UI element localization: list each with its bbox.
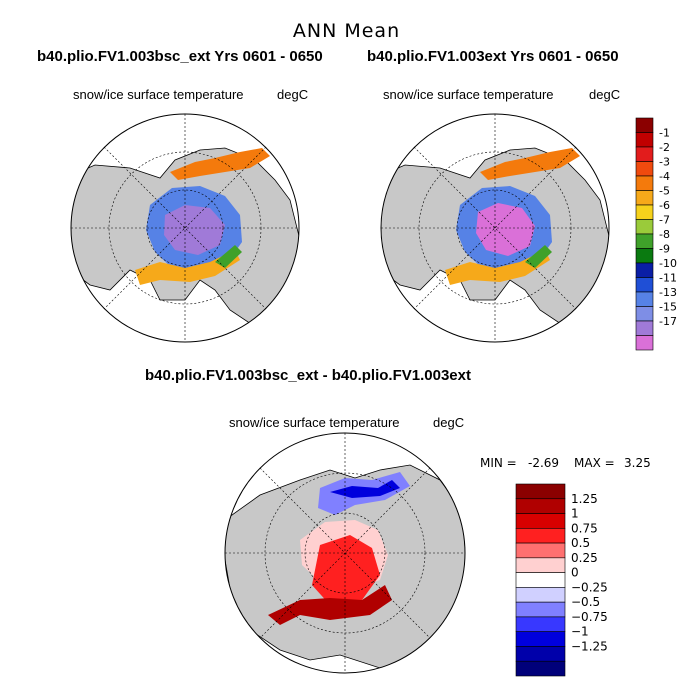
colorbar-top-tick-label: -9 <box>659 243 670 256</box>
colorbar-diff-swatch <box>515 557 566 573</box>
map-3-dark-red-region <box>268 585 392 625</box>
colorbar-top-tick-label: -10 <box>659 257 677 270</box>
colorbar-top-tick-label: -13 <box>659 286 677 299</box>
colorbar-diff-tick-label: 0.75 <box>571 521 598 535</box>
colorbar-top-swatch <box>635 233 654 249</box>
colorbar-top-swatch <box>635 146 654 162</box>
colorbar-top-tick-label: -5 <box>659 185 670 198</box>
min-value: -2.69 <box>528 456 560 470</box>
colorbar-diff-tick-label: 1.25 <box>571 492 598 506</box>
colorbar-top-swatch <box>635 132 654 148</box>
map-1-warm-band-bottom <box>135 250 240 285</box>
colorbar-top-swatch <box>635 335 654 351</box>
colorbar-diff-swatch <box>515 616 566 632</box>
colorbar-top-swatch <box>635 219 654 235</box>
colorbar-diff-swatch <box>515 587 566 603</box>
panel-1-title: b40.plio.FV1.003bsc_ext Yrs 0601 - 0650 <box>37 48 323 65</box>
colorbar-top-tick-label: -17 <box>659 315 677 328</box>
panel-1-units: degC <box>277 87 309 102</box>
colorbar-diff-swatch <box>515 660 566 677</box>
max-value: 3.25 <box>624 456 651 470</box>
colorbar-diff-swatch <box>515 601 566 618</box>
colorbar-top-tick-label: -8 <box>659 228 670 241</box>
map-2-ice-core <box>476 203 535 256</box>
map-1-green-band <box>215 245 242 268</box>
colorbar-top-swatch <box>635 190 654 206</box>
map-2-border <box>380 113 610 343</box>
min-label: MIN = <box>480 456 517 470</box>
colorbar-top-swatch <box>635 117 654 133</box>
colorbar-top-swatch <box>635 291 654 307</box>
colorbar-diff-tick-label: −1.25 <box>571 639 608 653</box>
map-2-gridlines <box>381 114 609 342</box>
colorbar-diff-swatch <box>515 483 566 500</box>
colorbar-top-tick-label: -7 <box>659 214 670 227</box>
colorbar-diff-swatch <box>515 631 566 647</box>
map-1-ice-core <box>164 205 225 255</box>
map-2-green-band <box>525 245 552 268</box>
colorbar-diff-swatch <box>515 513 566 529</box>
colorbar-top-swatch <box>635 277 654 293</box>
colorbar-top-swatch <box>635 320 654 336</box>
map-3 <box>224 432 466 674</box>
colorbar-top-tick-label: -3 <box>659 156 670 169</box>
panel-1-variable: snow/ice surface temperature <box>73 87 244 102</box>
colorbar-top-tick-label: -6 <box>659 199 670 212</box>
map-2 <box>380 113 610 343</box>
colorbar-diff-tick-label: −0.25 <box>571 580 608 594</box>
figure-title: ANN Mean <box>292 20 401 42</box>
colorbar-top-swatch <box>635 306 654 322</box>
colorbar-top-tick-label: -11 <box>659 272 677 285</box>
colorbar-top-swatch <box>635 175 654 191</box>
colorbar-diff-swatch <box>515 528 566 544</box>
colorbar-diff-tick-label: −0.5 <box>571 595 600 609</box>
map-1-gridlines <box>71 114 299 342</box>
colorbar-diff-swatch <box>515 646 566 662</box>
panel-2-variable: snow/ice surface temperature <box>383 87 554 102</box>
panel-3-variable: snow/ice surface temperature <box>229 415 400 430</box>
colorbar-diff-tick-label: −0.75 <box>571 610 608 624</box>
colorbar-top-tick-label: -15 <box>659 301 677 314</box>
panel-2-title: b40.plio.FV1.003ext Yrs 0601 - 0650 <box>367 48 619 65</box>
panel-2-units: degC <box>589 87 621 102</box>
colorbar-top-tick-label: -4 <box>659 170 670 183</box>
colorbar-top-swatch <box>635 248 654 264</box>
map-3-gridlines <box>225 433 465 673</box>
map-2-warm-band-top <box>480 148 580 180</box>
map-1-border <box>70 113 300 343</box>
colorbar-top-swatch <box>635 204 654 220</box>
map-3-dark-blue-region <box>330 480 400 498</box>
map-1-warm-band-top <box>170 148 270 180</box>
panel-3-title: b40.plio.FV1.003bsc_ext - b40.plio.FV1.0… <box>145 367 471 384</box>
colorbar-diff-tick-label: 0 <box>571 566 579 580</box>
max-label: MAX = <box>574 456 615 470</box>
map-1 <box>70 113 300 343</box>
map-3-border <box>224 432 466 674</box>
panel-3-units: degC <box>433 415 465 430</box>
colorbar-diff-tick-label: 1 <box>571 507 579 521</box>
map-3-red-region <box>312 535 380 605</box>
colorbar-top-swatch <box>635 262 654 278</box>
colorbar-top-tick-label: -2 <box>659 141 670 154</box>
colorbar-diff-swatch <box>515 498 566 514</box>
colorbar-top-swatch <box>635 161 654 177</box>
colorbar-diff-swatch <box>515 572 566 588</box>
colorbar-diff-tick-label: 0.25 <box>571 551 598 565</box>
colorbar-top-tick-label: -1 <box>659 127 670 140</box>
colorbar-top: -1-2 -3-4 -5-6 -7-8 -9-10 -11-13 -15-17 <box>635 117 677 351</box>
colorbar-diff-tick-label: −1 <box>571 625 589 639</box>
colorbar-diff-tick-label: 0.5 <box>571 536 590 550</box>
map-2-warm-band-bottom <box>445 250 550 285</box>
colorbar-diff-swatch <box>515 542 566 559</box>
